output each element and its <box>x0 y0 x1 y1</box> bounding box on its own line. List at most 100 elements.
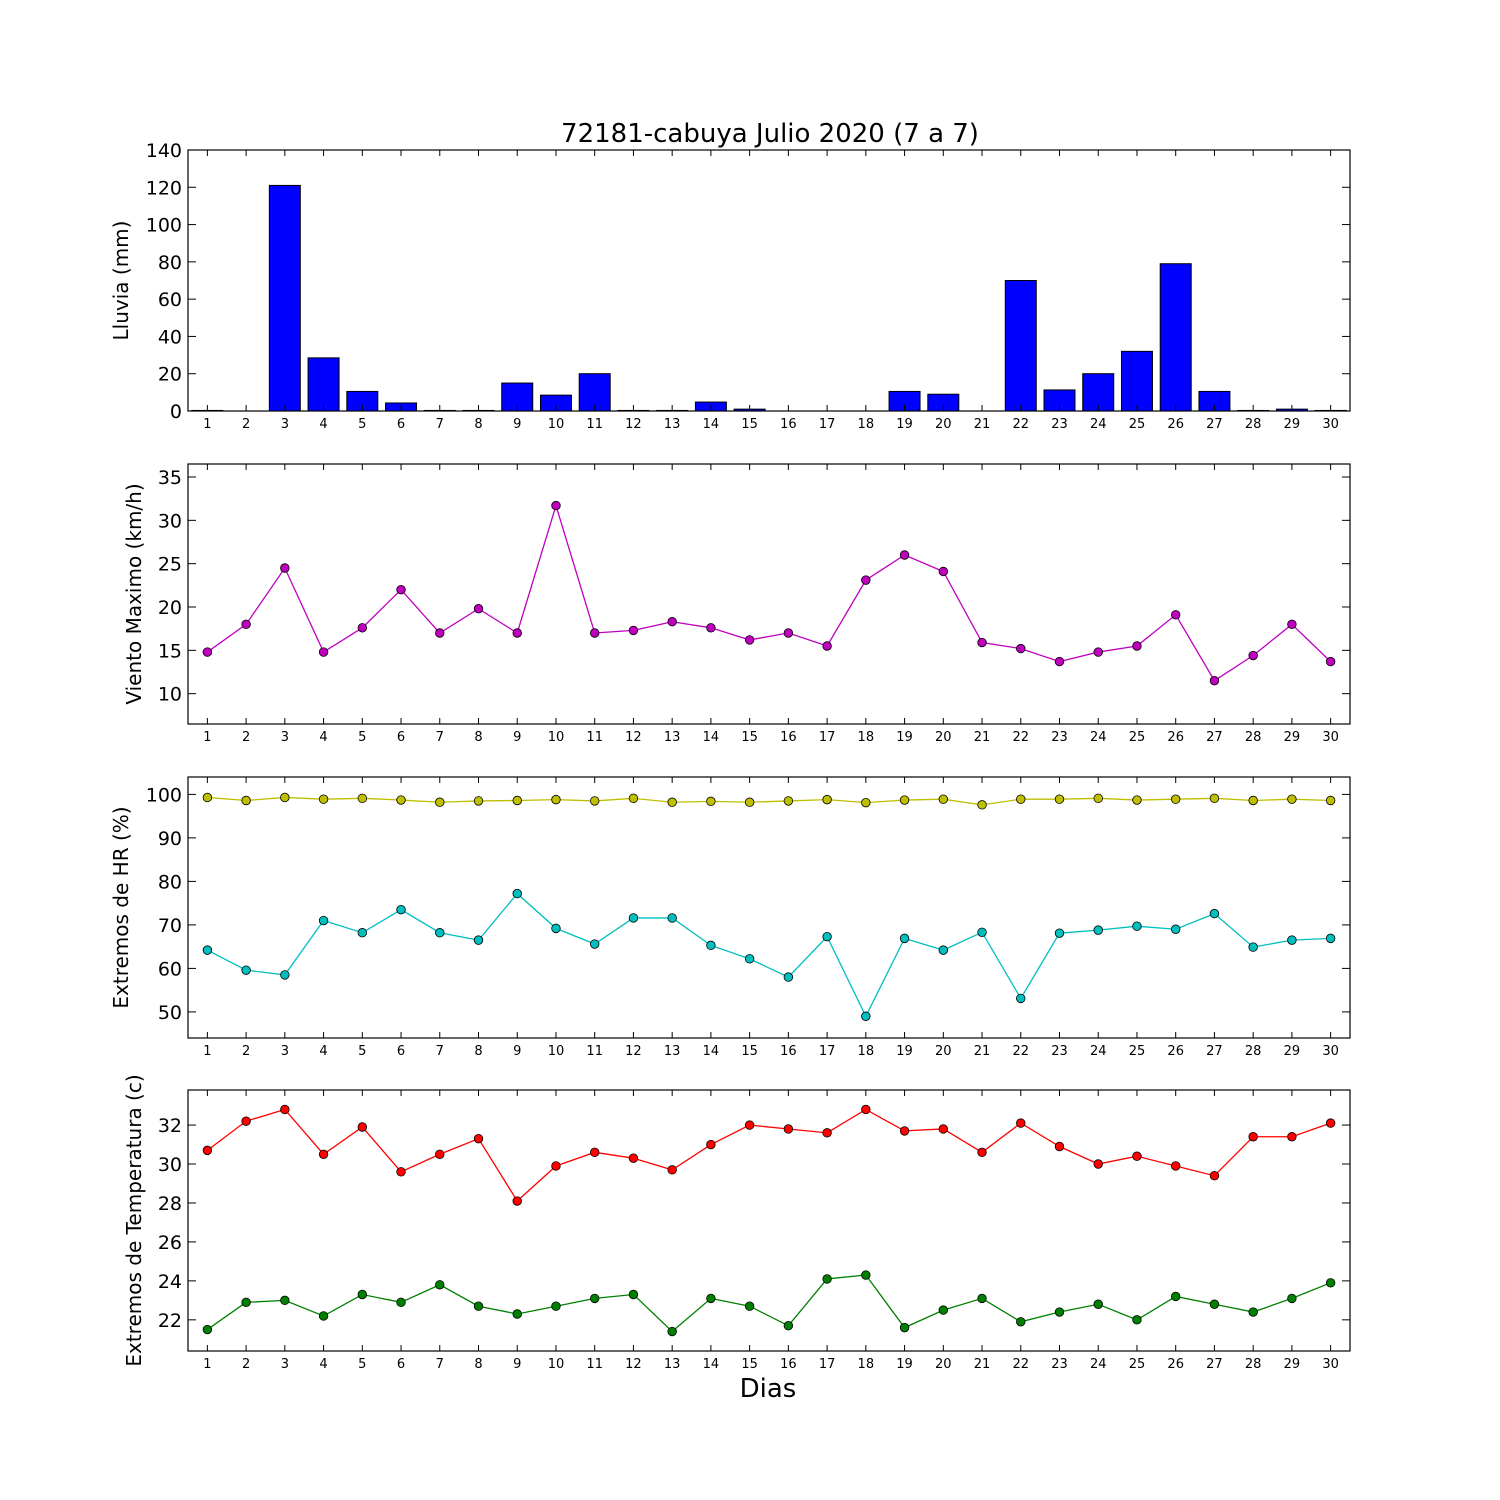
x-tick-label: 19 <box>896 417 913 432</box>
y-tick-label: 28 <box>158 1193 182 1215</box>
x-tick-label: 14 <box>703 1357 720 1372</box>
x-tick-label: 26 <box>1167 417 1184 432</box>
plot-frame <box>187 149 1351 412</box>
series-2-point-day-8 <box>473 935 484 945</box>
series-1-point-day-24 <box>1093 793 1103 804</box>
x-tick-label: 4 <box>319 1044 327 1059</box>
x-tick-label: 20 <box>935 1357 952 1372</box>
series-2-point-day-17 <box>822 1274 832 1284</box>
series-2-point-day-13 <box>667 1326 677 1337</box>
series-1-point-day-4 <box>318 794 329 804</box>
x-tick-label: 10 <box>548 1357 565 1372</box>
x-tick-label: 23 <box>1051 1357 1068 1372</box>
x-tick-label: 2 <box>242 1357 250 1372</box>
x-tick-label: 11 <box>586 730 603 745</box>
series-1-point-day-15 <box>744 1120 755 1130</box>
x-tick-label: 11 <box>586 417 603 432</box>
series-1-point-day-16 <box>783 628 794 638</box>
x-tick-label: 9 <box>513 1044 521 1059</box>
series-1-point-day-4 <box>318 1149 329 1159</box>
series-1-point-day-27 <box>1209 1170 1220 1181</box>
x-tick-label: 23 <box>1051 417 1068 432</box>
series-2-point-day-18 <box>861 1270 871 1280</box>
series-1-point-day-28 <box>1248 795 1258 806</box>
series-2-point-day-19 <box>899 1322 910 1333</box>
series-2-point-day-6 <box>396 904 406 915</box>
series-1-point-day-2 <box>241 619 251 630</box>
series-2-point-day-21 <box>977 927 987 937</box>
x-tick-label: 25 <box>1129 1357 1146 1372</box>
y-tick-label: 22 <box>158 1310 182 1332</box>
x-tick-label: 18 <box>858 417 875 432</box>
x-tick-label: 15 <box>741 1044 758 1059</box>
y-tick-label: 30 <box>158 1154 182 1176</box>
panel-2: 1 2 3 4 5 6 7 8 9 10 11 12 13 14 15 16 17 18 19 20 21 22 23 24 2… <box>122 463 1351 745</box>
x-tick-label: 10 <box>548 417 565 432</box>
series-2-point-day-3 <box>280 1295 290 1306</box>
series-2-point-day-30 <box>1325 1278 1336 1288</box>
series-1-point-day-10 <box>551 500 561 511</box>
x-tick-label: 7 <box>436 730 444 745</box>
x-tick-label: 21 <box>974 1357 991 1372</box>
x-tick-label: 2 <box>242 417 250 432</box>
x-tick-label: 1 <box>203 1357 211 1372</box>
x-tick-label: 10 <box>548 730 565 745</box>
series-line-2 <box>207 892 1331 1018</box>
series-1-point-day-25 <box>1132 795 1142 805</box>
series-2-point-day-24 <box>1093 1299 1103 1309</box>
series-2-point-day-19 <box>899 933 910 944</box>
x-tick-label: 14 <box>703 417 720 432</box>
series-1-point-day-22 <box>1016 643 1026 654</box>
y-tick-label: 20 <box>158 364 182 386</box>
x-tick-label: 28 <box>1245 1044 1262 1059</box>
x-tick-label: 24 <box>1090 1044 1107 1059</box>
y-tick-label: 15 <box>158 640 182 662</box>
series-1-point-day-10 <box>551 794 561 805</box>
series-2-point-day-14 <box>706 940 716 951</box>
series-1-point-day-30 <box>1325 656 1336 667</box>
x-tick-label: 25 <box>1129 1044 1146 1059</box>
series-2-point-day-15 <box>744 1301 755 1311</box>
panel-3: 1 2 3 4 5 6 7 8 9 10 11 12 13 14 15 16 17 18 19 20 21 22 23 24 2… <box>109 776 1351 1059</box>
panels: 1 2 3 4 5 6 7 8 9 10 11 12 13 14 15 16 17 18 19 20 21 22 23 24 2… <box>109 140 1351 1372</box>
series-1-point-day-22 <box>1016 1118 1026 1128</box>
series-2-point-day-7 <box>435 928 445 938</box>
series-1-point-day-7 <box>435 797 445 807</box>
panel-4: 1 2 3 4 5 6 7 8 9 10 11 12 13 14 15 16 17 18 19 20 21 22 23 24 2… <box>122 1074 1351 1372</box>
series-1-point-day-19 <box>899 795 910 805</box>
series-2-point-day-14 <box>706 1293 716 1304</box>
series-1-point-day-27 <box>1209 675 1220 686</box>
series-2-point-day-20 <box>938 945 949 955</box>
series-1-point-day-13 <box>667 797 677 807</box>
bar-day-11 <box>578 373 611 412</box>
x-tick-label: 26 <box>1167 1044 1184 1059</box>
series-line-1 <box>206 1108 1331 1203</box>
x-tick-label: 11 <box>586 1044 603 1059</box>
x-tick-label: 5 <box>358 1357 366 1372</box>
bar-day-4 <box>307 357 340 412</box>
series-1-point-day-28 <box>1248 1132 1258 1142</box>
series-1-point-day-17 <box>822 1128 832 1138</box>
x-tick-label: 11 <box>586 1357 603 1372</box>
series-1-point-day-1 <box>202 647 213 657</box>
series-2-point-day-3 <box>280 970 290 980</box>
bar-day-3 <box>268 184 301 412</box>
y-tick-label: 20 <box>158 597 182 619</box>
series-1-point-day-30 <box>1325 1118 1336 1128</box>
x-tick-label: 25 <box>1129 730 1146 745</box>
bar-day-25 <box>1120 350 1153 412</box>
series-1-point-day-27 <box>1209 793 1220 804</box>
y-axis-label: Lluvia (mm) <box>109 221 133 341</box>
x-tick-label: 5 <box>358 1044 366 1059</box>
y-tick-label: 140 <box>146 140 182 162</box>
series-1-point-day-6 <box>396 584 406 595</box>
y-tick-label: 70 <box>158 915 182 937</box>
x-tick-label: 6 <box>397 730 405 745</box>
series-1-point-day-16 <box>783 796 794 806</box>
x-tick-label: 13 <box>664 417 681 432</box>
series-1-point-day-20 <box>938 794 949 804</box>
series-1-point-day-3 <box>280 792 290 803</box>
y-tick-label: 40 <box>158 326 182 348</box>
series-2-point-day-24 <box>1093 925 1103 935</box>
